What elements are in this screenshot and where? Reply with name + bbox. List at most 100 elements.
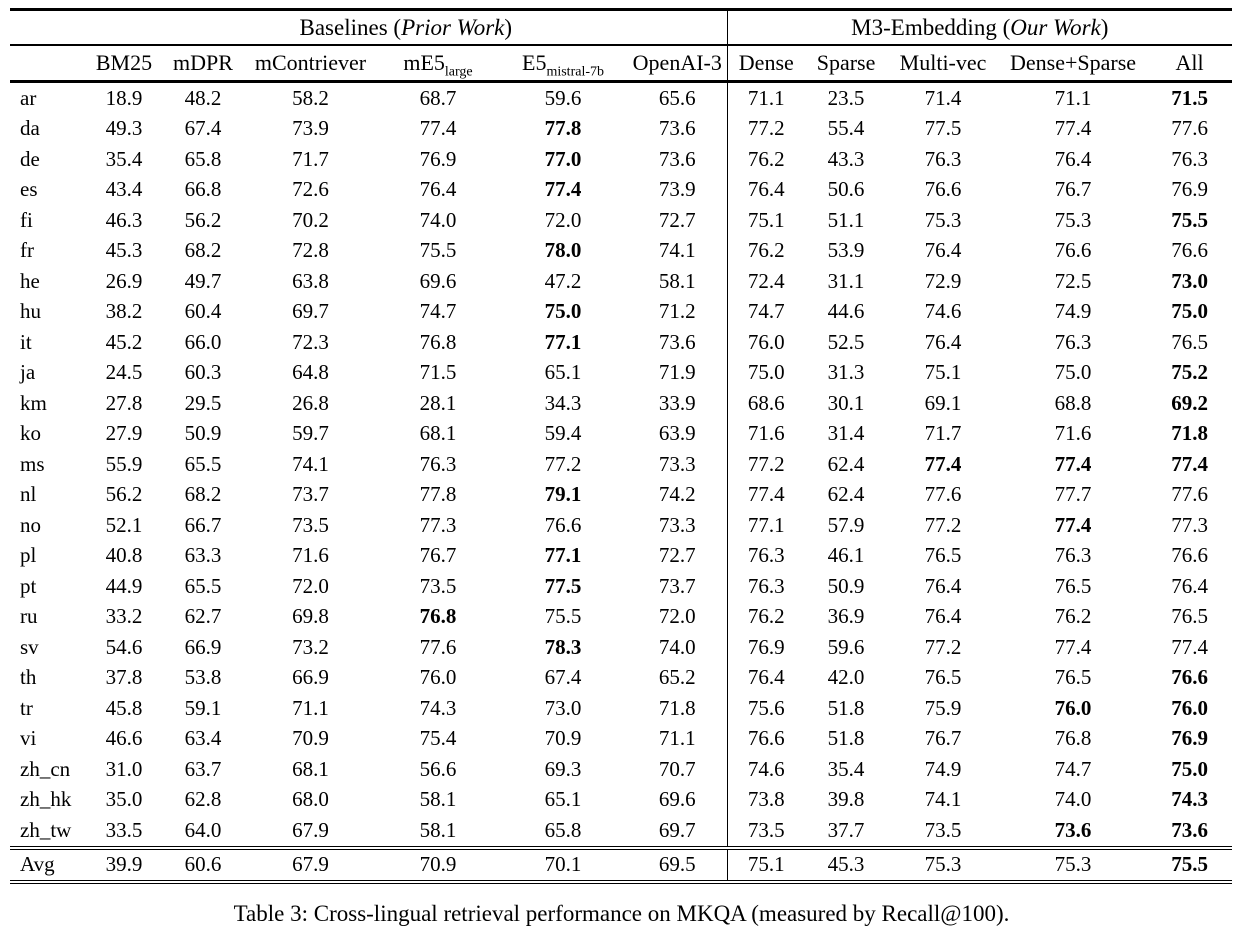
table-row-fi: fi 46.3 56.2 70.2 74.0 72.0 72.7 75.1 51.1 75.3 75…	[10, 205, 1232, 236]
table-row-ru: ru 33.2 62.7 69.8 76.8 75.5 72.0 76.2 36.9 76.4 76…	[10, 601, 1232, 632]
score-cell: 53.8	[184, 665, 222, 690]
score-cell: 44.9	[105, 573, 143, 598]
score-cell: 73.6	[1171, 817, 1208, 842]
score-cell: 76.7	[419, 543, 457, 568]
score-cell: 46.6	[105, 726, 143, 751]
score-cell: 45.2	[105, 329, 143, 354]
score-cell: 77.1	[544, 329, 582, 354]
score-cell: 66.7	[184, 512, 222, 537]
row-language-label: es	[20, 177, 38, 202]
score-cell: 76.6	[726, 723, 806, 754]
score-cell: 73.2	[292, 634, 329, 659]
score-cell: 62.7	[184, 604, 222, 629]
score-cell: 62.8	[184, 787, 222, 812]
row-language-label: Avg	[10, 845, 85, 882]
score-cell: 69.1	[924, 390, 962, 415]
score-cell: 75.3	[1054, 207, 1092, 232]
score-cell: 73.9	[292, 116, 329, 141]
column-header-mdpr: mDPR	[163, 45, 243, 83]
column-header-label: E5	[522, 50, 547, 75]
column-header-me5-large: mE5large	[378, 45, 498, 83]
score-cell: 77.6	[1171, 482, 1208, 507]
score-cell: 71.4	[924, 85, 962, 110]
score-cell: 65.8	[184, 146, 222, 171]
score-cell: 54.6	[105, 634, 143, 659]
column-header-label: OpenAI-3	[632, 50, 722, 75]
row-language-label: km	[20, 390, 47, 415]
score-cell: 77.4	[1054, 451, 1092, 476]
score-cell: 70.9	[292, 726, 329, 751]
column-header-label: Dense	[738, 50, 794, 75]
score-cell: 77.8	[419, 482, 457, 507]
score-cell: 63.9	[658, 421, 696, 446]
score-cell: 76.3	[1054, 543, 1092, 568]
score-cell: 39.9	[85, 845, 163, 882]
score-cell: 33.5	[105, 817, 143, 842]
row-language-label: sv	[20, 634, 39, 659]
score-cell: 52.1	[105, 512, 143, 537]
score-cell: 73.7	[292, 482, 329, 507]
score-cell: 75.0	[726, 357, 806, 388]
score-cell: 73.6	[658, 329, 696, 354]
score-cell: 38.2	[105, 299, 143, 324]
score-cell: 37.7	[827, 817, 865, 842]
table-row-no: no 52.1 66.7 73.5 77.3 76.6 73.3 77.1 57.9 77.2 77…	[10, 510, 1232, 541]
score-cell: 69.7	[292, 299, 329, 324]
score-cell: 72.6	[292, 177, 329, 202]
score-cell: 76.8	[1054, 726, 1092, 751]
score-cell: 77.3	[1171, 512, 1208, 537]
score-cell: 76.4	[419, 177, 457, 202]
score-cell: 68.7	[419, 85, 457, 110]
score-cell: 77.5	[924, 116, 962, 141]
row-language-label: zh_hk	[20, 787, 72, 812]
score-cell: 49.7	[184, 268, 222, 293]
column-header-all: All	[1147, 45, 1233, 83]
score-cell: 65.1	[544, 360, 582, 385]
score-cell: 28.1	[419, 390, 457, 415]
score-cell: 31.3	[827, 360, 865, 385]
column-header-row: BM25 mDPR mContriever mE5large E5mistral-7b O…	[10, 45, 1233, 83]
score-cell: 34.3	[544, 390, 582, 415]
score-cell: 75.1	[924, 360, 962, 385]
score-cell: 76.8	[419, 604, 457, 629]
score-cell: 71.1	[1054, 85, 1092, 110]
score-cell: 72.0	[544, 207, 582, 232]
score-cell: 77.4	[1171, 451, 1208, 476]
score-cell: 76.3	[726, 571, 806, 602]
score-cell: 76.5	[924, 543, 962, 568]
table-row-es: es 43.4 66.8 72.6 76.4 77.4 73.9 76.4 50.6 76.6 76…	[10, 174, 1232, 205]
score-cell: 71.8	[658, 695, 696, 720]
column-header-dense-sparse: Dense+Sparse	[999, 45, 1148, 83]
table-row-it: it 45.2 66.0 72.3 76.8 77.1 73.6 76.0 52.5 76.4 76…	[10, 327, 1232, 358]
score-cell: 70.9	[544, 726, 582, 751]
score-cell: 49.3	[105, 116, 143, 141]
score-cell: 71.5	[419, 360, 457, 385]
score-cell: 77.4	[419, 116, 457, 141]
group-label-italic: Prior Work	[401, 14, 505, 40]
score-cell: 36.9	[827, 604, 865, 629]
score-cell: 75.5	[1147, 845, 1233, 882]
score-cell: 76.2	[726, 144, 806, 175]
score-cell: 33.9	[658, 390, 696, 415]
score-cell: 73.5	[292, 512, 329, 537]
score-cell: 74.0	[419, 207, 457, 232]
row-language-label: zh_cn	[20, 756, 71, 781]
score-cell: 73.3	[658, 512, 696, 537]
group-label-text: M3-Embedding (	[851, 14, 1011, 40]
score-cell: 72.4	[726, 266, 806, 297]
score-cell: 76.5	[924, 665, 962, 690]
score-cell: 69.7	[658, 817, 696, 842]
score-cell: 73.7	[658, 573, 696, 598]
score-cell: 75.5	[1171, 207, 1208, 232]
score-cell: 74.1	[292, 451, 329, 476]
table-row-tr: tr 45.8 59.1 71.1 74.3 73.0 71.8 75.6 51.8 75.9 76…	[10, 693, 1232, 724]
score-cell: 47.2	[544, 268, 582, 293]
score-cell: 63.3	[184, 543, 222, 568]
score-cell: 31.4	[827, 421, 865, 446]
score-cell: 74.2	[658, 482, 696, 507]
score-cell: 68.6	[726, 388, 806, 419]
score-cell: 76.4	[924, 329, 962, 354]
score-cell: 68.2	[184, 238, 222, 263]
score-cell: 75.5	[419, 238, 457, 263]
score-cell: 75.0	[544, 299, 582, 324]
